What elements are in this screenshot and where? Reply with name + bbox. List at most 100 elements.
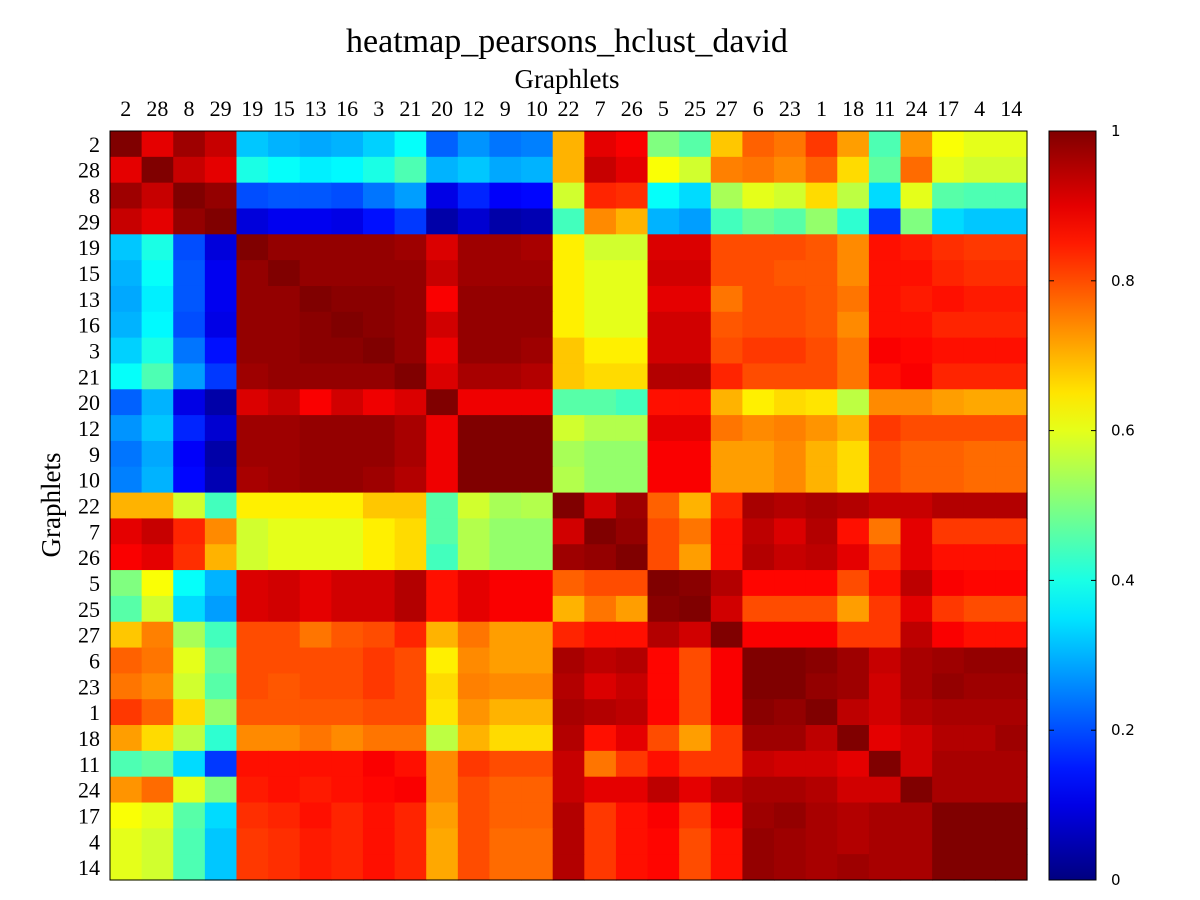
heatmap-cell bbox=[173, 363, 206, 390]
heatmap-cell bbox=[805, 389, 838, 416]
x-tick-label: 16 bbox=[336, 96, 358, 121]
heatmap-cell bbox=[615, 131, 649, 158]
heatmap-cell bbox=[299, 750, 332, 778]
heatmap-cell bbox=[299, 776, 332, 804]
heatmap-cell bbox=[868, 466, 902, 494]
x-tick-label: 8 bbox=[184, 96, 195, 121]
heatmap-cell bbox=[489, 647, 522, 674]
heatmap-cell bbox=[299, 311, 332, 339]
heatmap-cell bbox=[868, 285, 902, 313]
heatmap-cell bbox=[521, 828, 554, 855]
heatmap-cell bbox=[805, 131, 838, 158]
heatmap-cell bbox=[204, 389, 238, 416]
heatmap-cell bbox=[173, 673, 206, 700]
heatmap-cell bbox=[710, 131, 744, 158]
y-tick-label: 5 bbox=[89, 571, 100, 596]
heatmap-cell bbox=[805, 802, 838, 829]
heatmap-cell bbox=[394, 363, 427, 390]
heatmap-cell bbox=[963, 363, 996, 390]
heatmap-cell bbox=[868, 725, 902, 752]
heatmap-cell bbox=[932, 492, 965, 520]
heatmap-cell bbox=[995, 725, 1028, 752]
heatmap-cell bbox=[236, 285, 269, 313]
heatmap-cell bbox=[710, 776, 744, 804]
heatmap-cell bbox=[236, 131, 269, 158]
heatmap-cell bbox=[426, 802, 459, 829]
heatmap-cell bbox=[710, 363, 744, 390]
heatmap-cell bbox=[268, 311, 301, 339]
x-tick-label: 13 bbox=[305, 96, 327, 121]
heatmap-cell bbox=[362, 544, 396, 571]
x-tick-label: 12 bbox=[463, 96, 485, 121]
heatmap-cell bbox=[868, 131, 902, 158]
heatmap-cell bbox=[110, 156, 143, 184]
heatmap-cell bbox=[584, 750, 617, 778]
heatmap-cell bbox=[457, 802, 491, 829]
heatmap-cell bbox=[236, 725, 269, 752]
heatmap-cell bbox=[963, 647, 996, 674]
colorbar-tick-label: 0.4 bbox=[1111, 571, 1135, 589]
heatmap-cell bbox=[204, 234, 238, 261]
heatmap-cell bbox=[868, 647, 902, 674]
heatmap-cell bbox=[805, 518, 838, 545]
heatmap-cell bbox=[900, 570, 933, 597]
heatmap-cell bbox=[679, 750, 712, 778]
heatmap-cell bbox=[426, 260, 459, 287]
heatmap-cell bbox=[299, 389, 332, 416]
heatmap-cell bbox=[204, 518, 238, 545]
heatmap-cell bbox=[679, 260, 712, 287]
heatmap-cell bbox=[868, 208, 902, 235]
heatmap-cell bbox=[236, 699, 269, 726]
heatmap-cell bbox=[710, 415, 744, 442]
heatmap-cell bbox=[268, 776, 301, 804]
heatmap-cell bbox=[204, 776, 238, 804]
heatmap-cell bbox=[457, 182, 491, 210]
heatmap-cell bbox=[489, 260, 522, 287]
x-tick-label: 5 bbox=[658, 96, 669, 121]
heatmap-cell bbox=[110, 131, 143, 158]
y-tick-label: 25 bbox=[78, 597, 100, 622]
heatmap-cell bbox=[615, 389, 649, 416]
heatmap-cell bbox=[742, 466, 775, 494]
heatmap-cell bbox=[141, 776, 174, 804]
heatmap-cell bbox=[584, 260, 617, 287]
heatmap-cell bbox=[173, 131, 206, 158]
heatmap-cell bbox=[963, 285, 996, 313]
heatmap-cell bbox=[268, 182, 301, 210]
heatmap-cell bbox=[110, 492, 143, 520]
heatmap-cell bbox=[995, 854, 1028, 881]
heatmap-cell bbox=[742, 156, 775, 184]
heatmap-cell bbox=[394, 466, 427, 494]
heatmap-cell bbox=[268, 285, 301, 313]
heatmap-cell bbox=[900, 415, 933, 442]
heatmap-cell bbox=[299, 492, 332, 520]
x-tick-label: 11 bbox=[874, 96, 895, 121]
heatmap-cell bbox=[995, 260, 1028, 287]
heatmap-cell bbox=[837, 699, 870, 726]
heatmap-cell bbox=[647, 802, 680, 829]
heatmap-cell bbox=[268, 440, 301, 468]
heatmap-cell bbox=[742, 389, 775, 416]
heatmap-cell bbox=[679, 311, 712, 339]
heatmap-cell bbox=[868, 311, 902, 339]
heatmap-cell bbox=[489, 415, 522, 442]
heatmap-cell bbox=[647, 440, 680, 468]
heatmap-cell bbox=[173, 234, 206, 261]
heatmap-cell bbox=[457, 415, 491, 442]
heatmap-cell bbox=[236, 518, 269, 545]
heatmap-cell bbox=[584, 544, 617, 571]
heatmap-cell bbox=[141, 131, 174, 158]
heatmap-cell bbox=[868, 182, 902, 210]
heatmap-cell bbox=[299, 621, 332, 649]
heatmap-cell bbox=[394, 337, 427, 365]
heatmap-cell bbox=[710, 544, 744, 571]
heatmap-cell bbox=[679, 234, 712, 261]
heatmap-cell bbox=[521, 389, 554, 416]
heatmap-cell bbox=[932, 182, 965, 210]
heatmap-cell bbox=[710, 182, 744, 210]
x-tick-label: 14 bbox=[1000, 96, 1022, 121]
heatmap-cell bbox=[679, 854, 712, 881]
heatmap-cell bbox=[774, 440, 807, 468]
heatmap-cell bbox=[489, 363, 522, 390]
heatmap-cell bbox=[110, 673, 143, 700]
